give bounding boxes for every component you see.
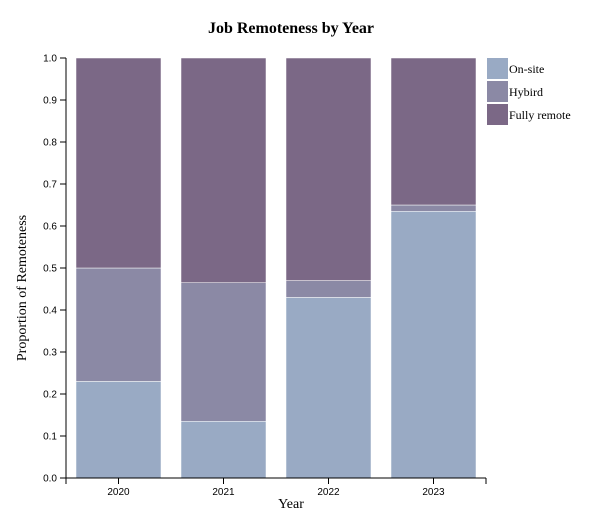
y-tick-label: 0.2 xyxy=(43,390,57,401)
y-tick-label: 0.8 xyxy=(43,138,57,149)
bar-2022-on-site xyxy=(285,297,372,479)
legend-swatch-on-site xyxy=(487,58,508,79)
bar-2020-fully-remote xyxy=(75,57,162,269)
legend-label: Hybird xyxy=(509,85,543,99)
legend-swatch-hybird xyxy=(487,81,508,102)
legend-label: Fully remote xyxy=(509,108,571,122)
x-tick-label: 2023 xyxy=(422,487,445,498)
y-tick-label: 0.5 xyxy=(43,264,57,275)
bar-2023-fully-remote xyxy=(390,57,477,206)
x-axis-label: Year xyxy=(278,497,304,512)
bar-2021-on-site xyxy=(180,421,267,479)
y-tick-label: 0.6 xyxy=(43,222,57,233)
bars-group xyxy=(75,57,477,479)
bar-2022-hybird xyxy=(285,280,372,298)
bar-2022-fully-remote xyxy=(285,57,372,281)
bar-2021-fully-remote xyxy=(180,57,267,283)
x-tick-label: 2022 xyxy=(317,487,340,498)
y-tick-label: 0.0 xyxy=(43,474,57,485)
legend-swatch-fully-remote xyxy=(487,104,508,125)
legend-label: On-site xyxy=(509,62,544,76)
y-tick-label: 0.1 xyxy=(43,432,57,443)
bar-2020-hybird xyxy=(75,267,162,382)
y-axis-label: Proportion of Remoteness xyxy=(15,215,30,361)
bar-2023-hybird xyxy=(390,204,477,212)
bar-2021-hybird xyxy=(180,282,267,422)
y-tick-label: 1.0 xyxy=(43,54,57,65)
y-tick-label: 0.3 xyxy=(43,348,57,359)
bar-2020-on-site xyxy=(75,381,162,479)
y-axis: 0.0 0.1 0.2 0.3 0.4 0.5 0.6 0.7 0.8 0.9 1.0 xyxy=(43,54,67,485)
y-tick-label: 0.4 xyxy=(43,306,57,317)
x-tick-label: 2021 xyxy=(212,487,235,498)
y-tick-label: 0.7 xyxy=(43,180,57,191)
bar-2023-on-site xyxy=(390,211,477,479)
chart-title: Job Remoteness by Year xyxy=(208,20,374,37)
legend: On-site Hybird Fully remote xyxy=(487,58,571,125)
y-tick-label: 0.9 xyxy=(43,96,57,107)
x-tick-label: 2020 xyxy=(107,487,130,498)
x-axis: 2020 2021 2022 2023 xyxy=(65,477,487,498)
